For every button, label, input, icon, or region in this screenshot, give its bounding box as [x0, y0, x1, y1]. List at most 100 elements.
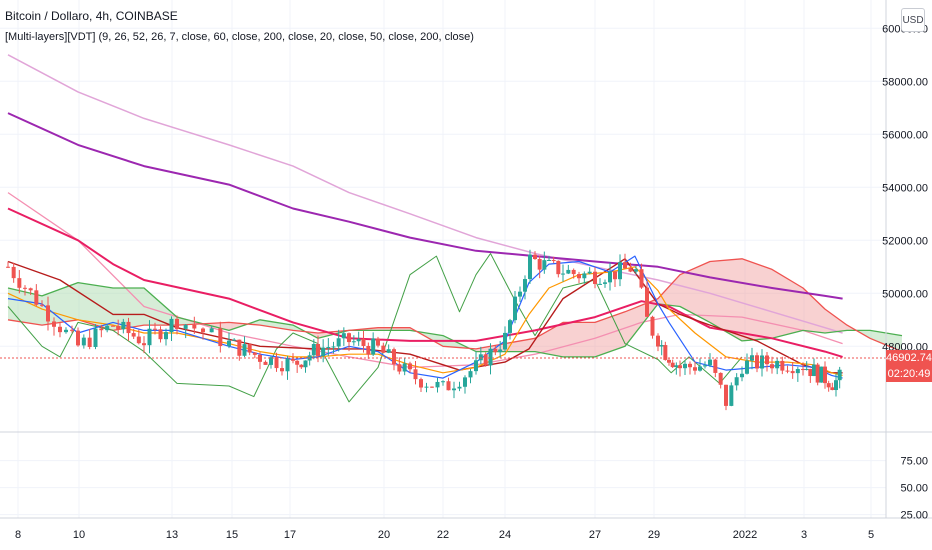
candle-body	[164, 332, 168, 340]
candle-body	[755, 355, 759, 369]
candle-body	[678, 365, 682, 369]
time-tick-label: 29	[648, 529, 660, 541]
candle-body	[311, 344, 316, 356]
oscillator-axis[interactable]: 25.00 50.00 75.00	[900, 456, 928, 522]
candle-body	[513, 296, 517, 321]
currency-button[interactable]: USD	[901, 8, 925, 32]
candle-body	[291, 359, 295, 361]
candle-body	[452, 388, 456, 391]
candle-body	[131, 333, 136, 337]
price-axis[interactable]: 48000.0050000.0052000.0054000.0056000.00…	[882, 23, 928, 353]
candle-body	[468, 371, 473, 378]
candle-body	[274, 357, 279, 369]
candle-body	[351, 341, 356, 343]
candle-body	[397, 364, 402, 372]
candle-body	[734, 377, 739, 386]
candle-body	[46, 305, 50, 322]
candle-body	[218, 328, 223, 347]
candle-body	[834, 380, 838, 391]
candle-body	[693, 367, 697, 371]
candle-body	[303, 360, 308, 368]
candle-body	[158, 329, 163, 340]
candle-body	[598, 283, 602, 285]
candle-body	[790, 371, 795, 374]
candle-body	[285, 359, 290, 372]
candle-body	[147, 328, 152, 346]
series-kijun	[7, 258, 843, 374]
oscillator-tick-label: 75.00	[900, 456, 928, 468]
candle-body	[175, 318, 179, 329]
candle-body	[770, 364, 774, 369]
candle-body	[804, 368, 809, 370]
time-tick-label: 2022	[733, 529, 757, 541]
time-axis[interactable]: 8 10 13 15 17 20 22 24 27 29 2022 3 5	[15, 529, 874, 541]
price-tick-label: 50000.00	[882, 288, 928, 300]
candle-body	[740, 373, 744, 378]
series-ma200b	[7, 54, 843, 334]
time-tick-label: 22	[437, 529, 449, 541]
candle-body	[760, 355, 764, 369]
candle-body	[780, 360, 785, 371]
candle-body	[463, 377, 467, 387]
candle-body	[242, 344, 247, 356]
cloud-segment	[469, 258, 854, 357]
candle-body	[169, 318, 174, 333]
candle-body	[533, 254, 537, 260]
countdown-label: 02:20:49	[886, 366, 932, 382]
candle-body	[116, 325, 121, 330]
series-ma50	[7, 207, 843, 358]
candle-body	[70, 329, 74, 331]
candle-body	[347, 333, 351, 343]
candle-body	[566, 269, 571, 274]
candle-body	[542, 260, 547, 270]
candle-body	[126, 321, 131, 334]
candle-body	[58, 326, 62, 333]
candle-body	[613, 271, 617, 280]
candle-body	[785, 370, 790, 372]
candle-body	[142, 343, 146, 346]
candle-body	[765, 355, 769, 365]
candle-body	[547, 259, 551, 261]
candle-body	[76, 330, 80, 346]
candle-body	[356, 338, 361, 342]
time-tick-label: 27	[589, 529, 601, 541]
candle-body	[280, 368, 284, 372]
candle-body	[402, 363, 407, 372]
candle-body	[577, 274, 581, 279]
candle-body	[801, 369, 805, 371]
candle-body	[608, 271, 612, 283]
candle-body	[826, 383, 831, 388]
candle-body	[683, 363, 687, 369]
candle-body	[670, 362, 675, 368]
candle-body	[366, 345, 371, 355]
cloud-segment	[416, 331, 470, 349]
candle-body	[299, 364, 304, 368]
candle-body	[478, 354, 483, 361]
candle-body	[483, 354, 488, 366]
candle-body	[819, 366, 824, 383]
series-lagging	[7, 253, 743, 403]
candle-body	[603, 282, 607, 284]
candle-body	[371, 338, 376, 355]
time-tick-label: 13	[166, 529, 178, 541]
candle-body	[40, 304, 44, 306]
candle-body	[392, 349, 396, 365]
candle-body	[6, 266, 10, 268]
indicator-legend[interactable]: [Multi-layers][VDT] (9, 26, 52, 26, 7, c…	[5, 31, 474, 43]
candle-body	[713, 359, 718, 373]
time-tick-label: 17	[284, 529, 296, 541]
price-tick-label: 56000.00	[882, 129, 928, 141]
candle-body	[376, 338, 380, 346]
candle-body	[269, 357, 273, 365]
candle-body	[247, 344, 252, 353]
candle-body	[663, 345, 668, 360]
candle-body	[659, 345, 664, 347]
candle-body	[316, 344, 320, 356]
candle-body	[830, 387, 835, 391]
candle-body	[587, 271, 592, 274]
candle-body	[441, 381, 445, 383]
symbol-title[interactable]: Bitcoin / Dollaro, 4h, COINBASE	[5, 9, 178, 23]
candle-body	[815, 364, 820, 383]
